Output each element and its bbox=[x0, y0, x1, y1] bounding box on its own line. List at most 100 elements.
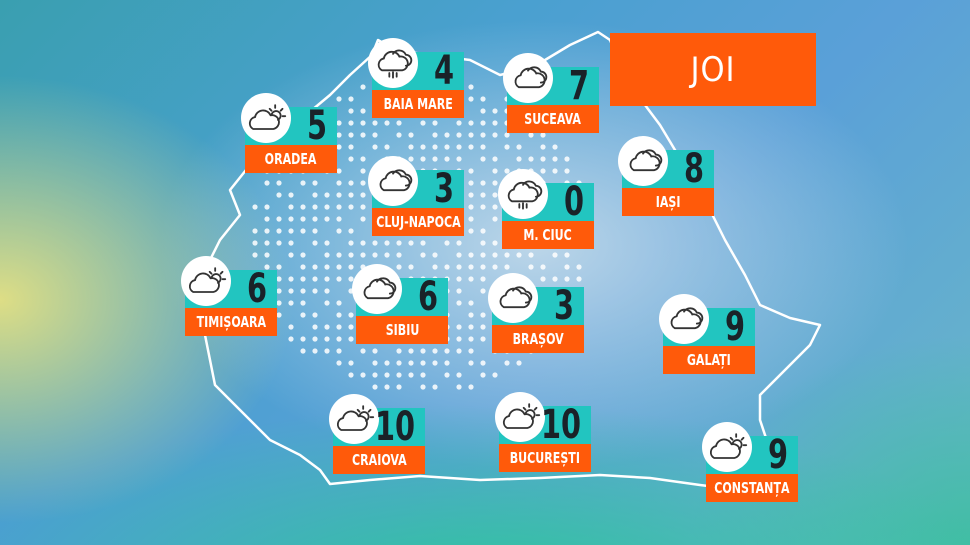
map-dot bbox=[480, 264, 486, 270]
map-dot bbox=[540, 132, 546, 138]
temperature-panel: 8 bbox=[618, 136, 714, 192]
city-name: CRAIOVA bbox=[333, 446, 425, 474]
map-dot bbox=[432, 132, 438, 138]
day-label: JOI bbox=[610, 33, 816, 106]
map-dot bbox=[552, 252, 558, 258]
map-dot bbox=[480, 372, 486, 378]
temperature-panel: 3 bbox=[368, 156, 464, 212]
map-outline bbox=[203, 30, 822, 492]
map-dot bbox=[336, 348, 342, 354]
map-dot bbox=[480, 132, 486, 138]
weather-icon-badge bbox=[488, 273, 538, 323]
map-dot bbox=[288, 216, 294, 222]
weather-icon-badge bbox=[241, 93, 291, 143]
map-dot bbox=[336, 96, 342, 102]
map-dot bbox=[300, 264, 306, 270]
map-dot bbox=[540, 264, 546, 270]
map-dot bbox=[372, 384, 378, 390]
map-dot bbox=[468, 276, 474, 282]
map-dot bbox=[360, 84, 366, 90]
map-dot bbox=[324, 288, 330, 294]
map-dot bbox=[444, 360, 450, 366]
map-dot bbox=[276, 288, 282, 294]
temperature-value: 9 bbox=[767, 432, 788, 478]
map-dot bbox=[468, 96, 474, 102]
map-dot bbox=[576, 276, 582, 282]
city-name-text: SIBIU bbox=[385, 321, 419, 339]
map-dot bbox=[396, 132, 402, 138]
map-dot bbox=[348, 372, 354, 378]
map-dot bbox=[420, 372, 426, 378]
map-dot bbox=[468, 180, 474, 186]
map-dot bbox=[288, 300, 294, 306]
map-dot bbox=[408, 240, 414, 246]
map-dot bbox=[456, 132, 462, 138]
map-dot bbox=[504, 132, 510, 138]
map-dot bbox=[348, 228, 354, 234]
map-dot bbox=[492, 372, 498, 378]
map-dot bbox=[552, 168, 558, 174]
map-dot bbox=[456, 264, 462, 270]
map-dot bbox=[432, 264, 438, 270]
city-name-text: CRAIOVA bbox=[351, 451, 407, 469]
map-dot bbox=[576, 264, 582, 270]
city-name-text: IAȘI bbox=[655, 193, 681, 211]
map-dot bbox=[312, 348, 318, 354]
map-dot bbox=[480, 276, 486, 282]
cloudy-icon bbox=[379, 169, 413, 192]
map-dot bbox=[480, 240, 486, 246]
map-dot bbox=[492, 264, 498, 270]
city-name-text: BAIA MARE bbox=[383, 95, 453, 113]
map-dot bbox=[456, 324, 462, 330]
city-name: TIMIȘOARA bbox=[185, 308, 277, 336]
map-dot bbox=[336, 132, 342, 138]
map-dot bbox=[252, 204, 258, 210]
map-dot bbox=[432, 348, 438, 354]
map-dot bbox=[348, 252, 354, 258]
city-card: 10 CRAIOVA bbox=[329, 394, 425, 474]
temperature-panel: 10 bbox=[495, 392, 591, 448]
map-dot bbox=[348, 144, 354, 150]
map-dot bbox=[276, 312, 282, 318]
map-dot bbox=[324, 276, 330, 282]
map-dot bbox=[480, 108, 486, 114]
map-dot bbox=[348, 204, 354, 210]
temperature-panel: 0 bbox=[498, 169, 594, 225]
temperature-panel: 9 bbox=[702, 422, 798, 478]
city-card: 5 ORADEA bbox=[241, 93, 337, 173]
map-dot bbox=[492, 132, 498, 138]
map-dot bbox=[348, 312, 354, 318]
map-dot bbox=[336, 312, 342, 318]
map-dot bbox=[300, 336, 306, 342]
map-dot bbox=[276, 216, 282, 222]
city-name-text: CLUJ-NAPOCA bbox=[375, 213, 461, 231]
map-dot bbox=[468, 228, 474, 234]
map-dot bbox=[288, 288, 294, 294]
map-dot bbox=[396, 348, 402, 354]
map-dot bbox=[420, 156, 426, 162]
weather-icon-badge bbox=[329, 394, 379, 444]
map-dot bbox=[336, 228, 342, 234]
city-name-text: CONSTANȚA bbox=[714, 479, 790, 497]
map-dot bbox=[492, 216, 498, 222]
map-dot bbox=[480, 120, 486, 126]
map-dot bbox=[300, 348, 306, 354]
map-dot bbox=[300, 288, 306, 294]
map-dot bbox=[264, 180, 270, 186]
map-dot bbox=[348, 96, 354, 102]
map-dot bbox=[324, 348, 330, 354]
map-dot bbox=[324, 192, 330, 198]
map-dot bbox=[384, 360, 390, 366]
map-dot bbox=[408, 348, 414, 354]
map-dot bbox=[360, 372, 366, 378]
weather-icon-badge bbox=[368, 156, 418, 206]
cloudy-icon bbox=[670, 307, 704, 330]
map-dot bbox=[384, 144, 390, 150]
city-card: 6 TIMIȘOARA bbox=[181, 256, 277, 336]
map-dot bbox=[492, 156, 498, 162]
map-dot bbox=[336, 204, 342, 210]
partly-cloudy-icon bbox=[248, 104, 287, 130]
map-dot bbox=[456, 288, 462, 294]
map-dot bbox=[312, 180, 318, 186]
